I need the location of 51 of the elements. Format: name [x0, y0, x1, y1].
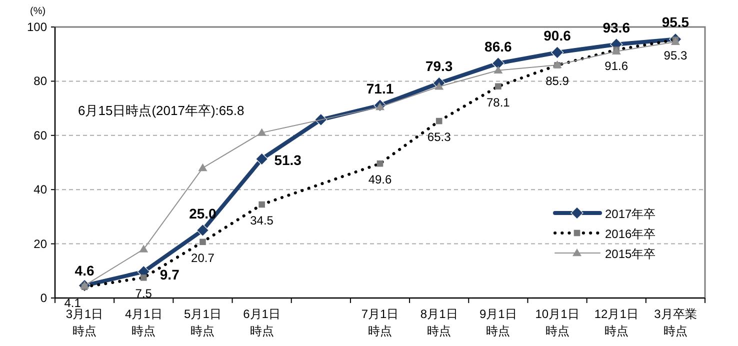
legend-label: 2016年卒: [605, 227, 656, 241]
data-label: 20.7: [191, 250, 215, 265]
x-tick-label: 4月1日時点: [124, 307, 162, 338]
point: [670, 37, 680, 46]
data-label: 9.7: [160, 266, 180, 283]
point: [196, 224, 210, 237]
y-axis-title: (%): [30, 6, 46, 17]
data-label: 65.3: [427, 130, 452, 144]
legend-label: 2015年卒: [605, 247, 656, 261]
annotation: 6月15日時点(2017年卒):65.8: [78, 103, 244, 118]
x-tick-label: 10月1日時点: [535, 307, 580, 338]
point: [494, 66, 503, 74]
point: [257, 128, 266, 136]
point: [198, 163, 208, 172]
x-tick-label: 9月1日時点: [480, 307, 517, 338]
data-label: 86.6: [484, 38, 512, 54]
data-label: 51.3: [274, 152, 302, 168]
y-tick-label: 100: [26, 20, 48, 34]
x-tick-label: 6月1日時点: [243, 307, 280, 338]
data-label: 49.6: [368, 172, 392, 187]
data-label: 85.9: [546, 74, 570, 88]
point: [80, 281, 90, 289]
data-label: 91.6: [604, 58, 628, 73]
y-tick-label: 80: [34, 74, 48, 88]
y-tick-label: 20: [34, 236, 48, 251]
data-label: 95.3: [664, 48, 688, 63]
data-label: 71.1: [366, 80, 394, 96]
legend-label: 2017年卒: [605, 207, 656, 221]
data-label: 4.6: [74, 262, 94, 279]
x-tick-label: 8月1日時点: [420, 307, 458, 338]
point: [550, 46, 564, 59]
x-tick-label: 7月1日時点: [361, 307, 399, 338]
x-tick-label: 3月卒業時点: [654, 307, 697, 338]
data-label: 90.6: [544, 27, 572, 44]
data-label: 79.3: [425, 58, 453, 74]
point: [139, 244, 148, 252]
data-label: 4.1: [64, 296, 82, 310]
data-label: 78.1: [486, 95, 510, 110]
x-tick-label: 5月1日時点: [184, 307, 222, 338]
data-label: 34.5: [250, 214, 274, 228]
y-tick-label: 40: [34, 182, 48, 197]
data-label: 95.5: [662, 14, 690, 30]
point: [256, 152, 268, 166]
data-label: 7.5: [135, 286, 152, 301]
y-tick-label: 0: [40, 291, 48, 305]
data-label: 25.0: [189, 205, 217, 222]
x-tick-label: 3月1日時点: [66, 307, 104, 338]
point: [434, 82, 444, 90]
y-tick-label: 60: [34, 128, 48, 142]
data-label: 93.6: [602, 19, 630, 36]
x-tick-label: 12月1日時点: [594, 307, 638, 338]
